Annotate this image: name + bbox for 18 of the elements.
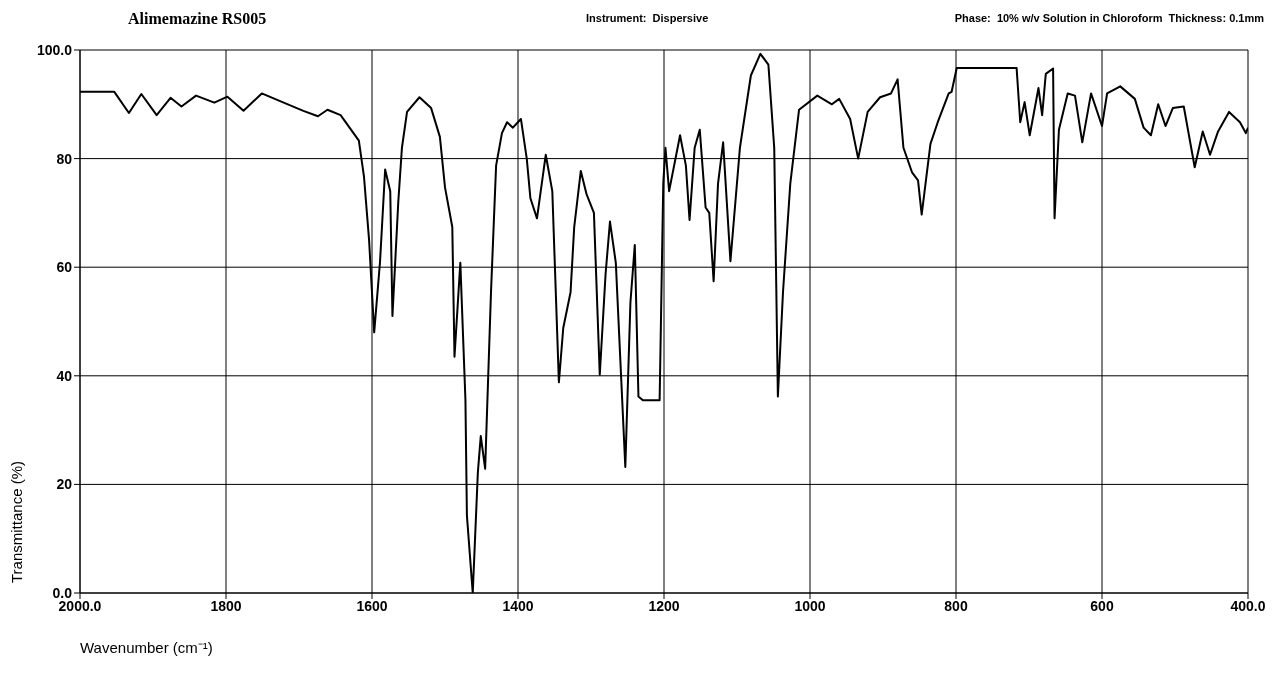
x-tick-label: 1400 — [502, 597, 534, 614]
y-tick-label: 60 — [56, 259, 73, 276]
x-axis-title: Wavenumber (cm⁻¹) — [80, 639, 213, 656]
x-tick-label: 600 — [1090, 597, 1114, 614]
text: Phase: 10% w/v Solution in Chloroform Thickness: 0.1mm — [954, 12, 1264, 24]
y-tick-label: 100.0 — [36, 41, 73, 58]
x-tick-label: 1200 — [648, 597, 680, 614]
y-axis-title: Transmittance (%) — [8, 461, 25, 583]
chart-title: Alimemazine RS005 — [128, 10, 267, 28]
x-tick-label: 1600 — [356, 597, 388, 614]
x-tick-label: 800 — [944, 597, 968, 614]
x-tick-label: 1800 — [210, 597, 242, 614]
y-tick-label: 80 — [56, 150, 73, 167]
x-tick-label: 400.0 — [1230, 597, 1266, 614]
x-tick-label: 1000 — [794, 597, 826, 614]
text: Instrument: Dispersive — [586, 12, 709, 24]
y-tick-label: 20 — [56, 476, 73, 493]
y-tick-label: 40 — [56, 367, 73, 384]
